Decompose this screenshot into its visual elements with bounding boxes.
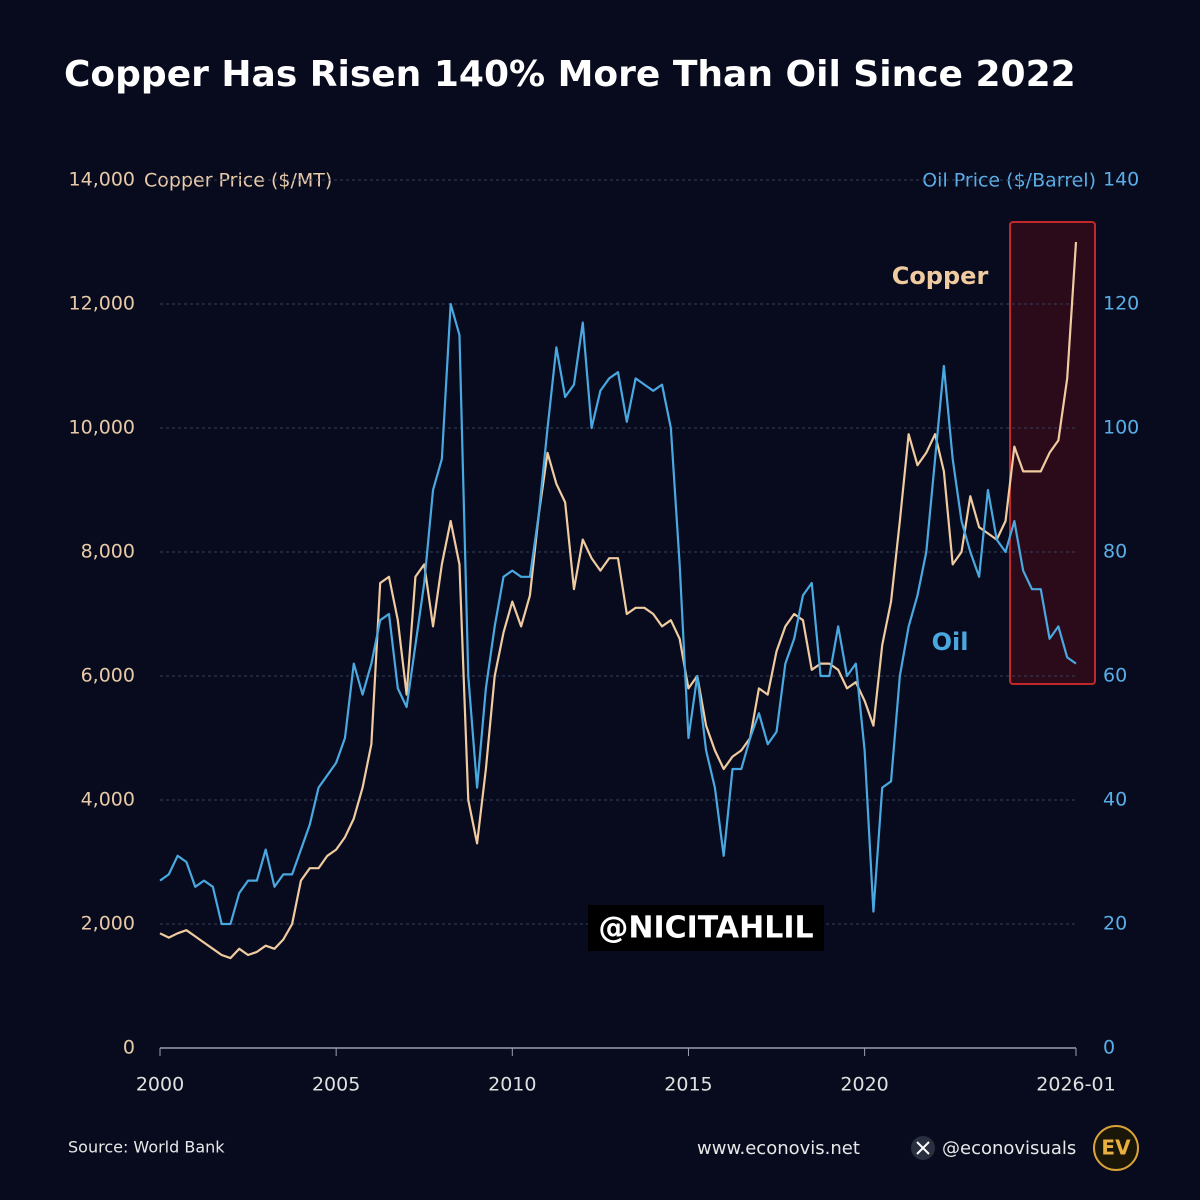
logo-circle — [1093, 1125, 1139, 1171]
x-tick-label: 2020 — [840, 1074, 888, 1096]
y-tick-label: 10,000 — [69, 417, 135, 439]
series-line — [159, 302, 1077, 926]
series-line — [159, 241, 1078, 960]
logo: EV — [1101, 1136, 1131, 1160]
watermark-box — [588, 905, 824, 951]
series-label: Oil — [932, 628, 969, 656]
x-tick-label: 2005 — [312, 1074, 360, 1096]
y2-tick-label: 120 — [1103, 293, 1139, 315]
y2-tick-label: 60 — [1103, 665, 1127, 687]
source: Source: World Bank — [68, 1138, 225, 1157]
y2-tick-label: 100 — [1103, 417, 1139, 439]
y-tick-label: 8,000 — [81, 541, 135, 563]
y-tick-label: 6,000 — [81, 665, 135, 687]
y2-tick-label: 0 — [1103, 1037, 1115, 1059]
y2-tick-label: 40 — [1103, 789, 1127, 811]
y2-tick-label: 140 — [1103, 169, 1139, 191]
x-tick-label: 2010 — [488, 1074, 536, 1096]
x-icon-mark — [916, 1141, 930, 1155]
website: www.econovis.net — [697, 1138, 860, 1159]
series-label: Copper — [892, 262, 989, 290]
x-tick-label: 2015 — [664, 1074, 712, 1096]
chart-title: Copper Has Risen 140% More Than Oil Sinc… — [64, 54, 1076, 95]
y-tick-label: 2,000 — [81, 913, 135, 935]
y-tick-label: 4,000 — [81, 789, 135, 811]
y2-tick-label: 80 — [1103, 541, 1127, 563]
y-tick-label: 14,000 — [69, 169, 135, 191]
handle: @econovisuals — [942, 1138, 1076, 1159]
y2-tick-label: 20 — [1103, 913, 1127, 935]
watermark: @NICITAHLIL — [598, 911, 813, 946]
y-tick-label: 12,000 — [69, 293, 135, 315]
highlight-box — [1009, 221, 1096, 685]
x-tick-label: 2000 — [136, 1074, 184, 1096]
plot-area: 0 2,000 4,000 6,000 8,000 10,000 12,000 14,000 0… — [69, 169, 1140, 1096]
y2-axis-label: Oil Price ($/Barrel) — [922, 170, 1096, 192]
x-tick-label: 2026-01 — [1036, 1074, 1115, 1096]
y-tick-label: 0 — [123, 1037, 135, 1059]
